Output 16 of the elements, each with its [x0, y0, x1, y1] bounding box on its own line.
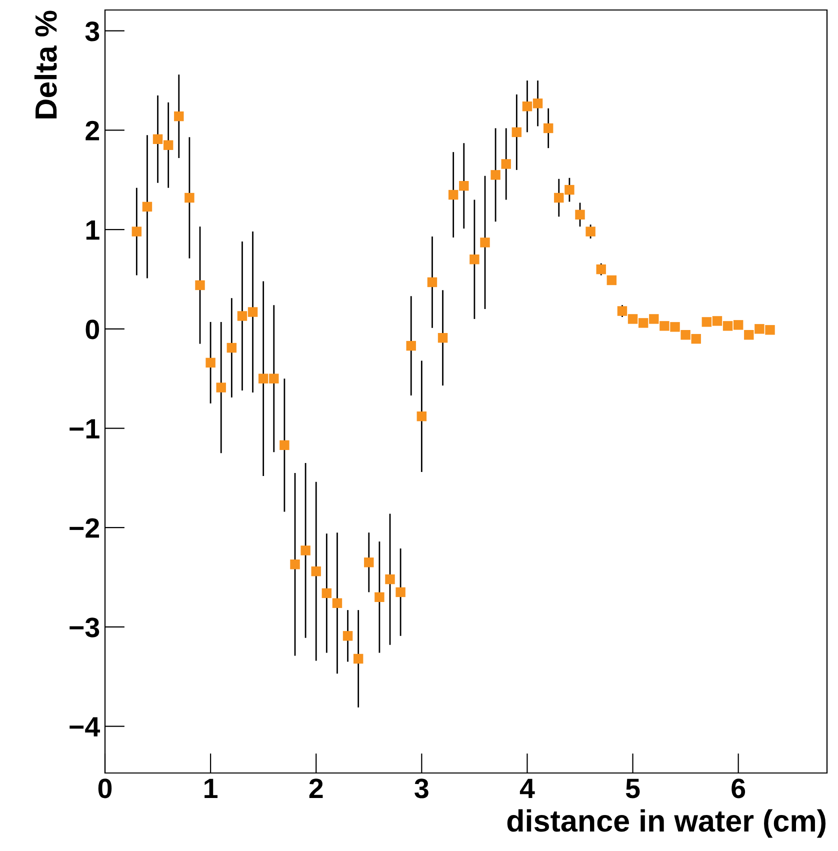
x-tick-label: 6 — [732, 778, 746, 798]
y-tick-label: 3 — [85, 22, 100, 42]
x-tick-label: 1 — [204, 778, 218, 798]
y-tick-label: −3 — [70, 618, 100, 638]
x-tick-label: 5 — [626, 778, 640, 798]
y-axis-title: Delta % — [34, 10, 57, 118]
y-tick-label: 2 — [86, 120, 100, 140]
y-tick-label: −2 — [70, 518, 100, 538]
y-tick-label: −1 — [70, 419, 100, 438]
y-tick-label: −4 — [70, 717, 100, 736]
x-tick-label: 3 — [414, 778, 428, 798]
x-axis-title: distance in water (cm) — [507, 809, 826, 838]
x-tick-label: 2 — [309, 778, 323, 798]
y-tick-label: 1 — [86, 220, 100, 240]
x-tick-label: 4 — [520, 778, 535, 798]
y-tick-label: 0 — [86, 320, 99, 340]
